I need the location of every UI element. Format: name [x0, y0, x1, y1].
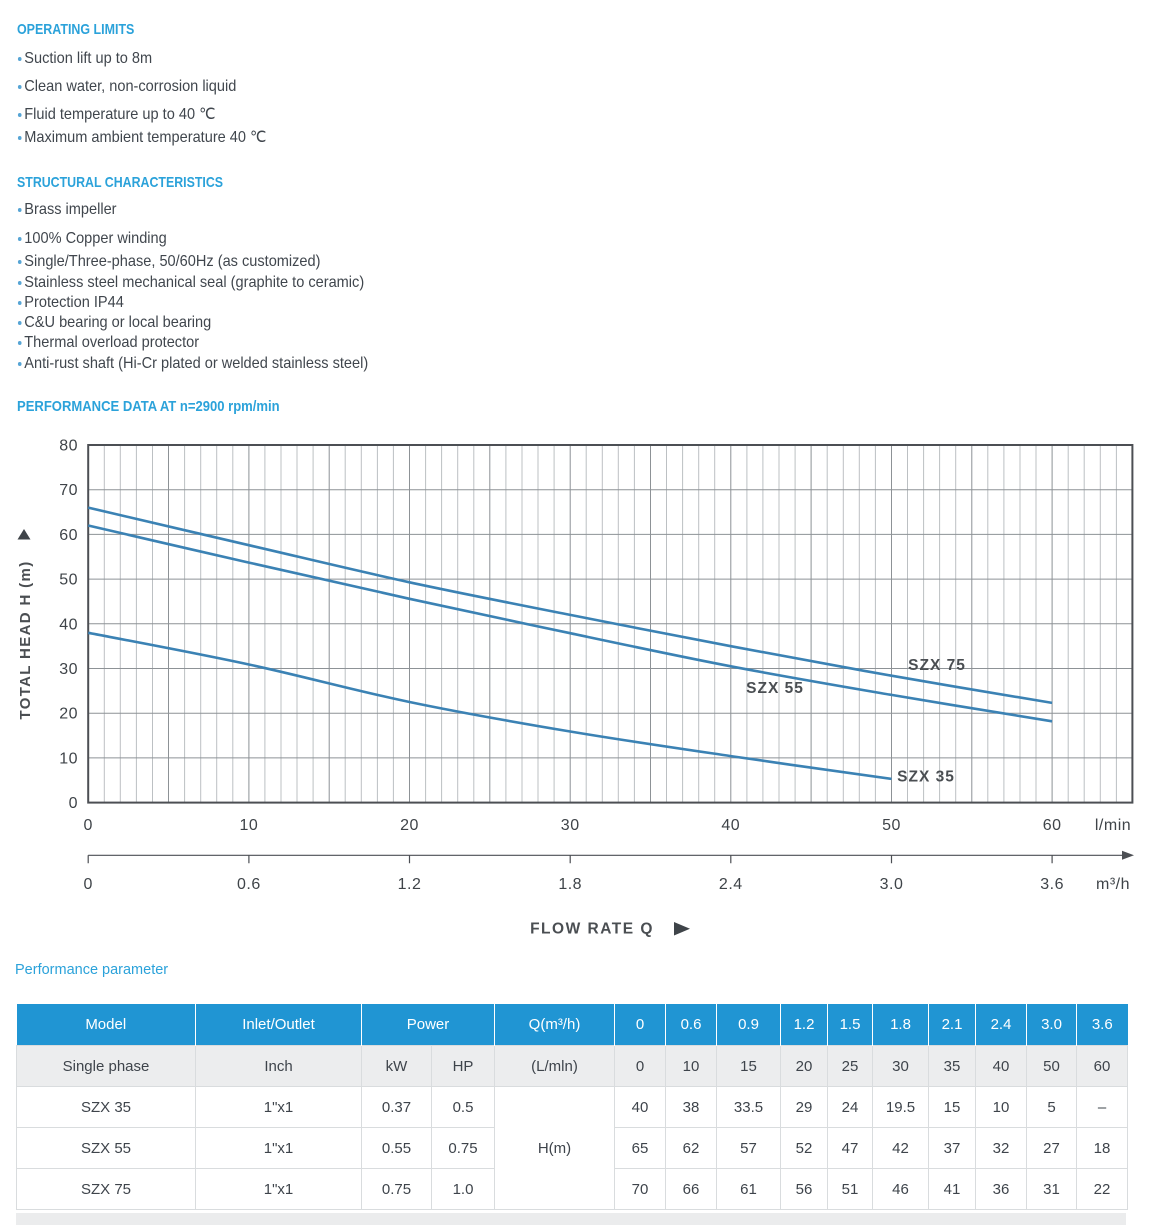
svg-text:30: 30: [561, 817, 580, 834]
svg-text:3.6: 3.6: [1040, 876, 1064, 893]
svg-text:50: 50: [59, 572, 78, 589]
svg-text:20: 20: [400, 817, 419, 834]
svg-text:70: 70: [59, 482, 78, 499]
svg-text:2.4: 2.4: [719, 876, 743, 893]
svg-text:40: 40: [59, 616, 78, 633]
svg-text:60: 60: [1043, 817, 1062, 834]
svg-text:0: 0: [83, 817, 92, 834]
svg-text:0.6: 0.6: [237, 876, 261, 893]
svg-text:FLOW RATE Q: FLOW RATE Q: [530, 921, 654, 938]
svg-text:30: 30: [59, 661, 78, 678]
svg-text:10: 10: [59, 750, 78, 767]
svg-text:60: 60: [59, 527, 78, 544]
svg-text:TOTAL HEAD H (m): TOTAL HEAD H (m): [17, 560, 34, 719]
svg-text:50: 50: [882, 817, 901, 834]
svg-text:0: 0: [69, 795, 78, 812]
svg-text:1.8: 1.8: [558, 876, 582, 893]
svg-text:0: 0: [83, 876, 92, 893]
svg-text:1.2: 1.2: [398, 876, 422, 893]
svg-text:m³/h: m³/h: [1096, 876, 1130, 893]
svg-text:SZX 55: SZX 55: [746, 680, 804, 697]
svg-text:20: 20: [59, 706, 78, 723]
svg-text:3.0: 3.0: [880, 876, 904, 893]
svg-text:80: 80: [59, 438, 78, 455]
svg-text:10: 10: [240, 817, 259, 834]
svg-text:SZX 75: SZX 75: [908, 657, 966, 674]
svg-text:l/min: l/min: [1095, 817, 1131, 834]
svg-text:SZX 35: SZX 35: [897, 769, 955, 786]
svg-text:40: 40: [721, 817, 740, 834]
